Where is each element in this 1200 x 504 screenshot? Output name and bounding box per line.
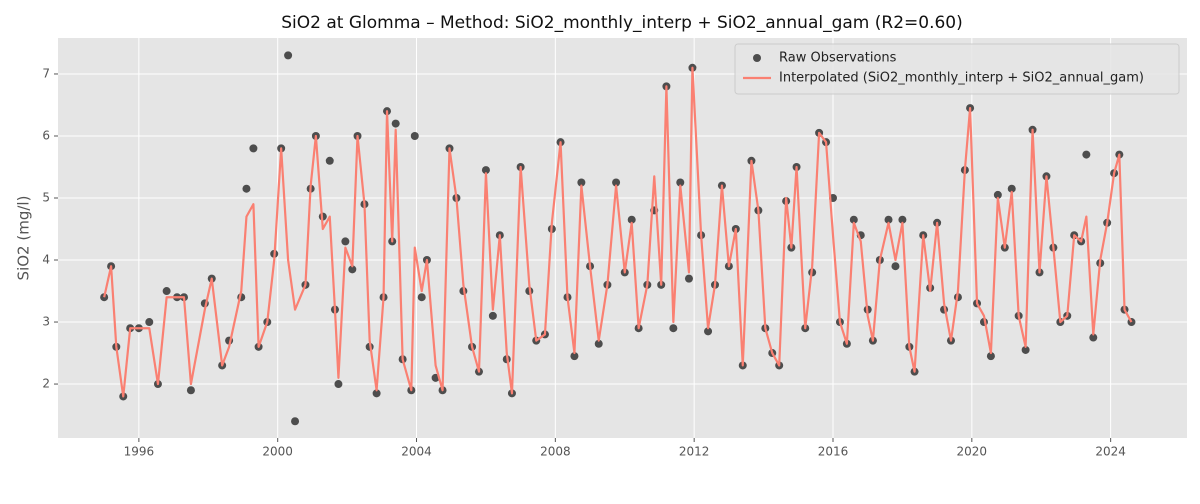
raw-observation <box>849 215 858 224</box>
legend-label: Interpolated (SiO2_monthly_interp + SiO2… <box>779 71 1144 86</box>
raw-observation <box>612 178 621 187</box>
legend-label: Raw Observations <box>779 51 897 66</box>
raw-observation <box>1082 150 1091 159</box>
raw-observation <box>891 262 900 271</box>
raw-observation <box>325 156 334 165</box>
plot-area <box>58 38 1187 438</box>
raw-observation <box>100 293 109 302</box>
raw-observation <box>372 389 381 398</box>
raw-observation <box>291 417 300 426</box>
x-tick-label: 1996 <box>124 445 155 459</box>
raw-observation <box>145 318 154 327</box>
legend-box <box>734 43 1180 95</box>
raw-observation <box>570 352 579 361</box>
raw-observation <box>577 178 586 187</box>
raw-observation <box>704 327 713 336</box>
raw-observation <box>242 184 251 193</box>
raw-observation <box>334 380 343 389</box>
x-tick-label: 2020 <box>957 445 988 459</box>
raw-observation <box>993 190 1002 199</box>
raw-observation <box>488 311 497 320</box>
raw-observation <box>410 131 419 140</box>
x-tick-label: 2008 <box>540 445 571 459</box>
raw-observation <box>162 287 171 296</box>
raw-observation <box>594 339 603 348</box>
y-tick-label: 2 <box>42 377 50 391</box>
legend-marker <box>753 54 761 62</box>
x-tick-label: 2016 <box>818 445 849 459</box>
raw-observation <box>348 265 357 274</box>
raw-observation <box>341 237 350 246</box>
y-axis-label: SiO2 (mg/l) <box>15 196 33 281</box>
y-tick-label: 3 <box>42 315 50 329</box>
raw-observation <box>391 119 400 128</box>
raw-observation <box>684 274 693 283</box>
x-tick-label: 2000 <box>262 445 293 459</box>
raw-observation <box>669 324 678 333</box>
raw-observation <box>1089 333 1098 342</box>
x-tick-label: 2012 <box>679 445 710 459</box>
chart-title: SiO2 at Glomma – Method: SiO2_monthly_in… <box>281 13 963 33</box>
raw-observation <box>284 51 293 60</box>
x-tick-label: 2004 <box>401 445 432 459</box>
raw-observation <box>1007 184 1016 193</box>
x-tick-label: 2024 <box>1095 445 1126 459</box>
raw-observation <box>417 293 426 302</box>
raw-observation <box>884 215 893 224</box>
raw-observation <box>481 166 490 175</box>
raw-observation <box>249 144 258 153</box>
y-tick-label: 7 <box>42 66 50 80</box>
raw-observation <box>986 352 995 361</box>
y-tick-label: 6 <box>42 128 50 142</box>
y-tick-label: 4 <box>42 253 50 267</box>
raw-observation <box>627 215 636 224</box>
raw-observation <box>898 215 907 224</box>
raw-observation <box>1021 345 1030 354</box>
interpolated-line <box>103 66 1133 398</box>
raw-observation <box>676 178 685 187</box>
raw-observation <box>186 386 195 395</box>
y-tick-label: 5 <box>42 191 50 205</box>
